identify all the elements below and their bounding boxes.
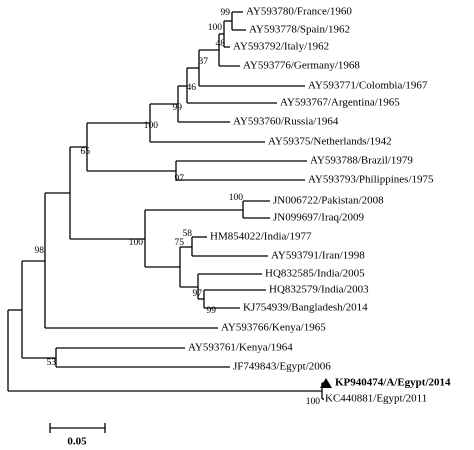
bootstrap-value: 75 — [175, 238, 185, 248]
leaf-label: AY59375/Netherlands/1942 — [268, 136, 392, 148]
bootstrap-value: 48 — [216, 39, 226, 49]
leaf-label: KJ754939/Bangladesh/2014 — [243, 302, 368, 314]
leaf-label: AY593761/Kenya/1964 — [188, 342, 293, 354]
bootstrap-value: 46 — [187, 83, 197, 93]
bootstrap-value: 100 — [144, 121, 159, 131]
bootstrap-value: 100 — [208, 23, 223, 33]
bootstrap-value: 100 — [229, 193, 244, 203]
scale-bar-label: 0.05 — [67, 436, 87, 448]
bootstrap-value: 97 — [175, 174, 185, 184]
leaf-label: KC440881/Egypt/2011 — [325, 393, 427, 405]
bootstrap-value: 99 — [221, 8, 231, 18]
leaf-label: HQ832585/India/2005 — [265, 268, 365, 280]
bootstrap-value: 99 — [207, 306, 217, 316]
bootstrap-value: 97 — [193, 289, 203, 299]
bootstrap-value: 100 — [306, 397, 321, 407]
bootstrap-value: 58 — [183, 229, 193, 239]
bootstrap-value: 98 — [35, 246, 45, 256]
bootstrap-value: 37 — [199, 57, 209, 67]
leaf-label: AY593788/Brazil/1979 — [310, 155, 413, 167]
leaf-label: AY593780/France/1960 — [246, 6, 352, 18]
leaf-label: JF749843/Egypt/2006 — [233, 361, 331, 373]
leaf-label: JN006722/Pakistan/2008 — [273, 195, 384, 207]
leaf-label: AY593760/Russia/1964 — [233, 116, 339, 128]
leaf-label: AY593792/Italy/1962 — [233, 41, 329, 53]
leaf-label: KP940474/A/Egypt/2014 — [335, 377, 451, 389]
leaf-label: JN099697/Iraq/2009 — [273, 212, 365, 224]
bootstrap-value: 99 — [173, 103, 183, 113]
highlight-marker — [320, 378, 332, 388]
leaf-label: AY593776/Germany/1968 — [243, 60, 360, 72]
leaf-label: HM854022/India/1977 — [210, 231, 312, 243]
leaf-label: HQ832579/India/2003 — [269, 284, 369, 296]
leaf-label: AY593791/Iran/1998 — [271, 250, 365, 262]
bootstrap-value: 100 — [129, 238, 144, 248]
leaf-label: AY593767/Argentina/1965 — [280, 97, 400, 109]
bootstrap-value: 65 — [81, 147, 91, 157]
bootstrap-value: 53 — [47, 358, 57, 368]
leaf-label: AY593766/Kenya/1965 — [221, 322, 326, 334]
leaf-label: AY593771/Colombia/1967 — [308, 80, 428, 92]
leaf-label: AY593778/Spain/1962 — [249, 24, 350, 36]
leaf-label: AY593793/Philippines/1975 — [308, 174, 434, 186]
